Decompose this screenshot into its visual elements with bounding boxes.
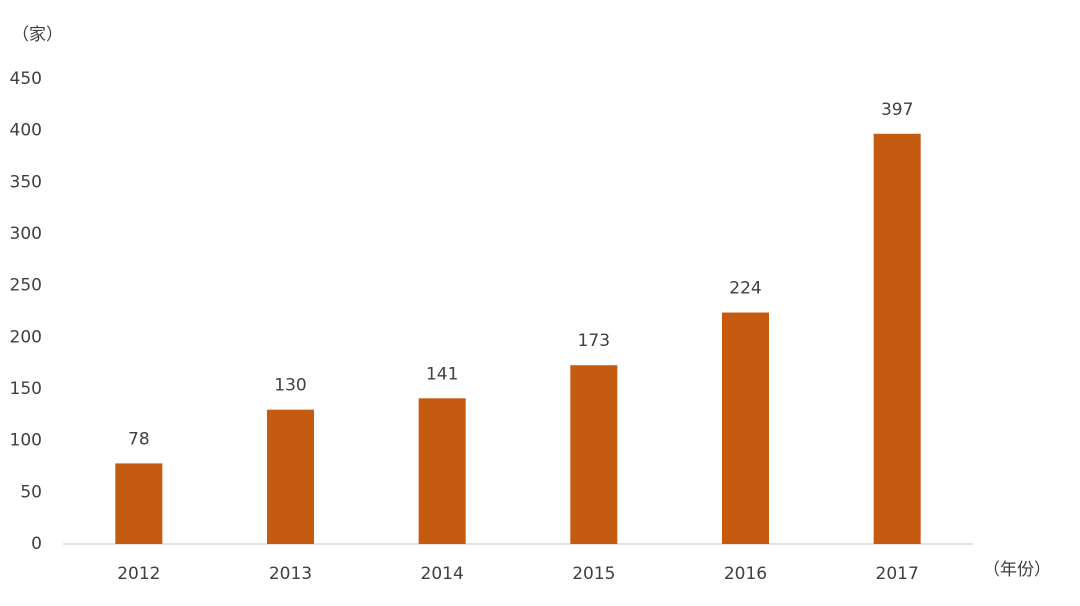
- y-tick-label: 0: [31, 534, 42, 554]
- bar: [418, 398, 466, 544]
- y-tick-label: 150: [10, 379, 42, 399]
- bar: [266, 409, 315, 544]
- bar: [570, 365, 618, 544]
- y-tick-label: 350: [10, 172, 42, 192]
- y-tick-label: 200: [10, 327, 42, 347]
- data-label: 224: [729, 279, 761, 299]
- data-label: 130: [274, 376, 306, 396]
- x-tick-label: 2016: [724, 564, 767, 584]
- y-tick-label: 100: [10, 431, 42, 451]
- x-tick-label: 2013: [269, 564, 312, 584]
- y-tick-label: 450: [10, 69, 42, 89]
- data-label: 78: [128, 429, 150, 449]
- y-tick-label: 400: [10, 121, 42, 141]
- y-tick-label: 50: [20, 482, 42, 502]
- x-axis-label: （年份）: [983, 560, 1051, 580]
- data-label: 397: [881, 100, 913, 120]
- bar: [721, 312, 770, 544]
- data-label: 173: [578, 331, 610, 351]
- data-label: 141: [426, 364, 458, 384]
- x-tick-label: 2015: [572, 564, 615, 584]
- y-tick-label: 250: [10, 276, 42, 296]
- y-tick-label: 300: [10, 224, 42, 244]
- x-tick-label: 2014: [421, 564, 464, 584]
- x-tick-label: 2012: [117, 564, 160, 584]
- bar: [115, 463, 163, 544]
- bar: [873, 133, 921, 544]
- x-tick-label: 2017: [876, 564, 919, 584]
- y-axis-label: （家）: [12, 25, 63, 45]
